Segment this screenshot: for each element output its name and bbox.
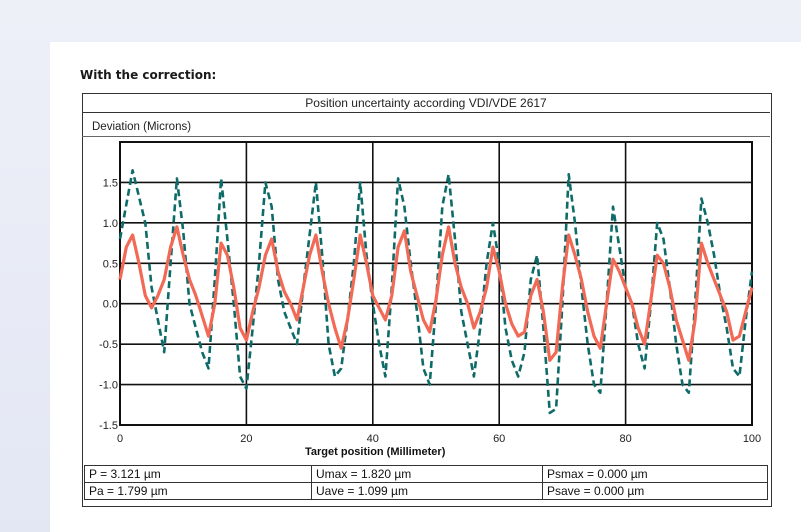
x-tick-label: 100 [743, 433, 761, 445]
stat-uave: Uave = 1.099 µm [311, 482, 543, 500]
y-tick-label: -0.5 [99, 339, 118, 351]
x-axis-label: Target position (Millimeter) [305, 446, 446, 458]
stat-psave: Psave = 0.000 µm [542, 482, 768, 500]
section-heading: With the correction: [80, 68, 217, 82]
x-tick-label: 40 [367, 433, 379, 445]
x-tick-label: 20 [240, 433, 252, 445]
plot-area [119, 141, 753, 426]
y-tick-label: -1.5 [99, 420, 118, 432]
x-tick-label: 60 [493, 433, 505, 445]
stat-umax: Umax = 1.820 µm [311, 465, 543, 483]
deviation-line [118, 225, 754, 362]
y-tick-label: 0.0 [103, 299, 118, 311]
stats-row: Pa = 1.799 µm Uave = 1.099 µm Psave = 0.… [84, 482, 768, 500]
stat-p: P = 3.121 µm [84, 465, 312, 483]
chart-divider [82, 136, 770, 137]
y-tick-label: 1.5 [103, 177, 118, 189]
x-tick-label: 80 [619, 433, 631, 445]
stat-pa: Pa = 1.799 µm [84, 482, 312, 500]
y-tick-label: 0.5 [103, 258, 118, 270]
chart-title: Position uncertainty according VDI/VDE 2… [82, 94, 770, 113]
y-tick-label: 1.0 [103, 218, 118, 230]
x-tick-label: 0 [117, 433, 123, 445]
stats-table: P = 3.121 µm Umax = 1.820 µm Psmax = 0.0… [84, 465, 768, 500]
y-axis-label: Deviation (Microns) [92, 121, 192, 133]
stat-psmax: Psmax = 0.000 µm [542, 465, 768, 483]
y-tick-label: -1.0 [99, 380, 118, 392]
stats-row: P = 3.121 µm Umax = 1.820 µm Psmax = 0.0… [84, 465, 768, 483]
